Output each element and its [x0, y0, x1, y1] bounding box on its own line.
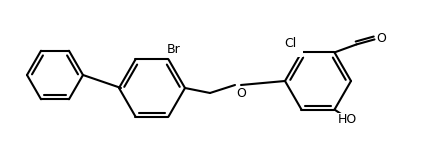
- Text: O: O: [376, 32, 386, 45]
- Text: Br: Br: [166, 43, 180, 56]
- Text: HO: HO: [337, 113, 356, 126]
- Text: Cl: Cl: [284, 37, 296, 50]
- Text: O: O: [236, 87, 245, 100]
